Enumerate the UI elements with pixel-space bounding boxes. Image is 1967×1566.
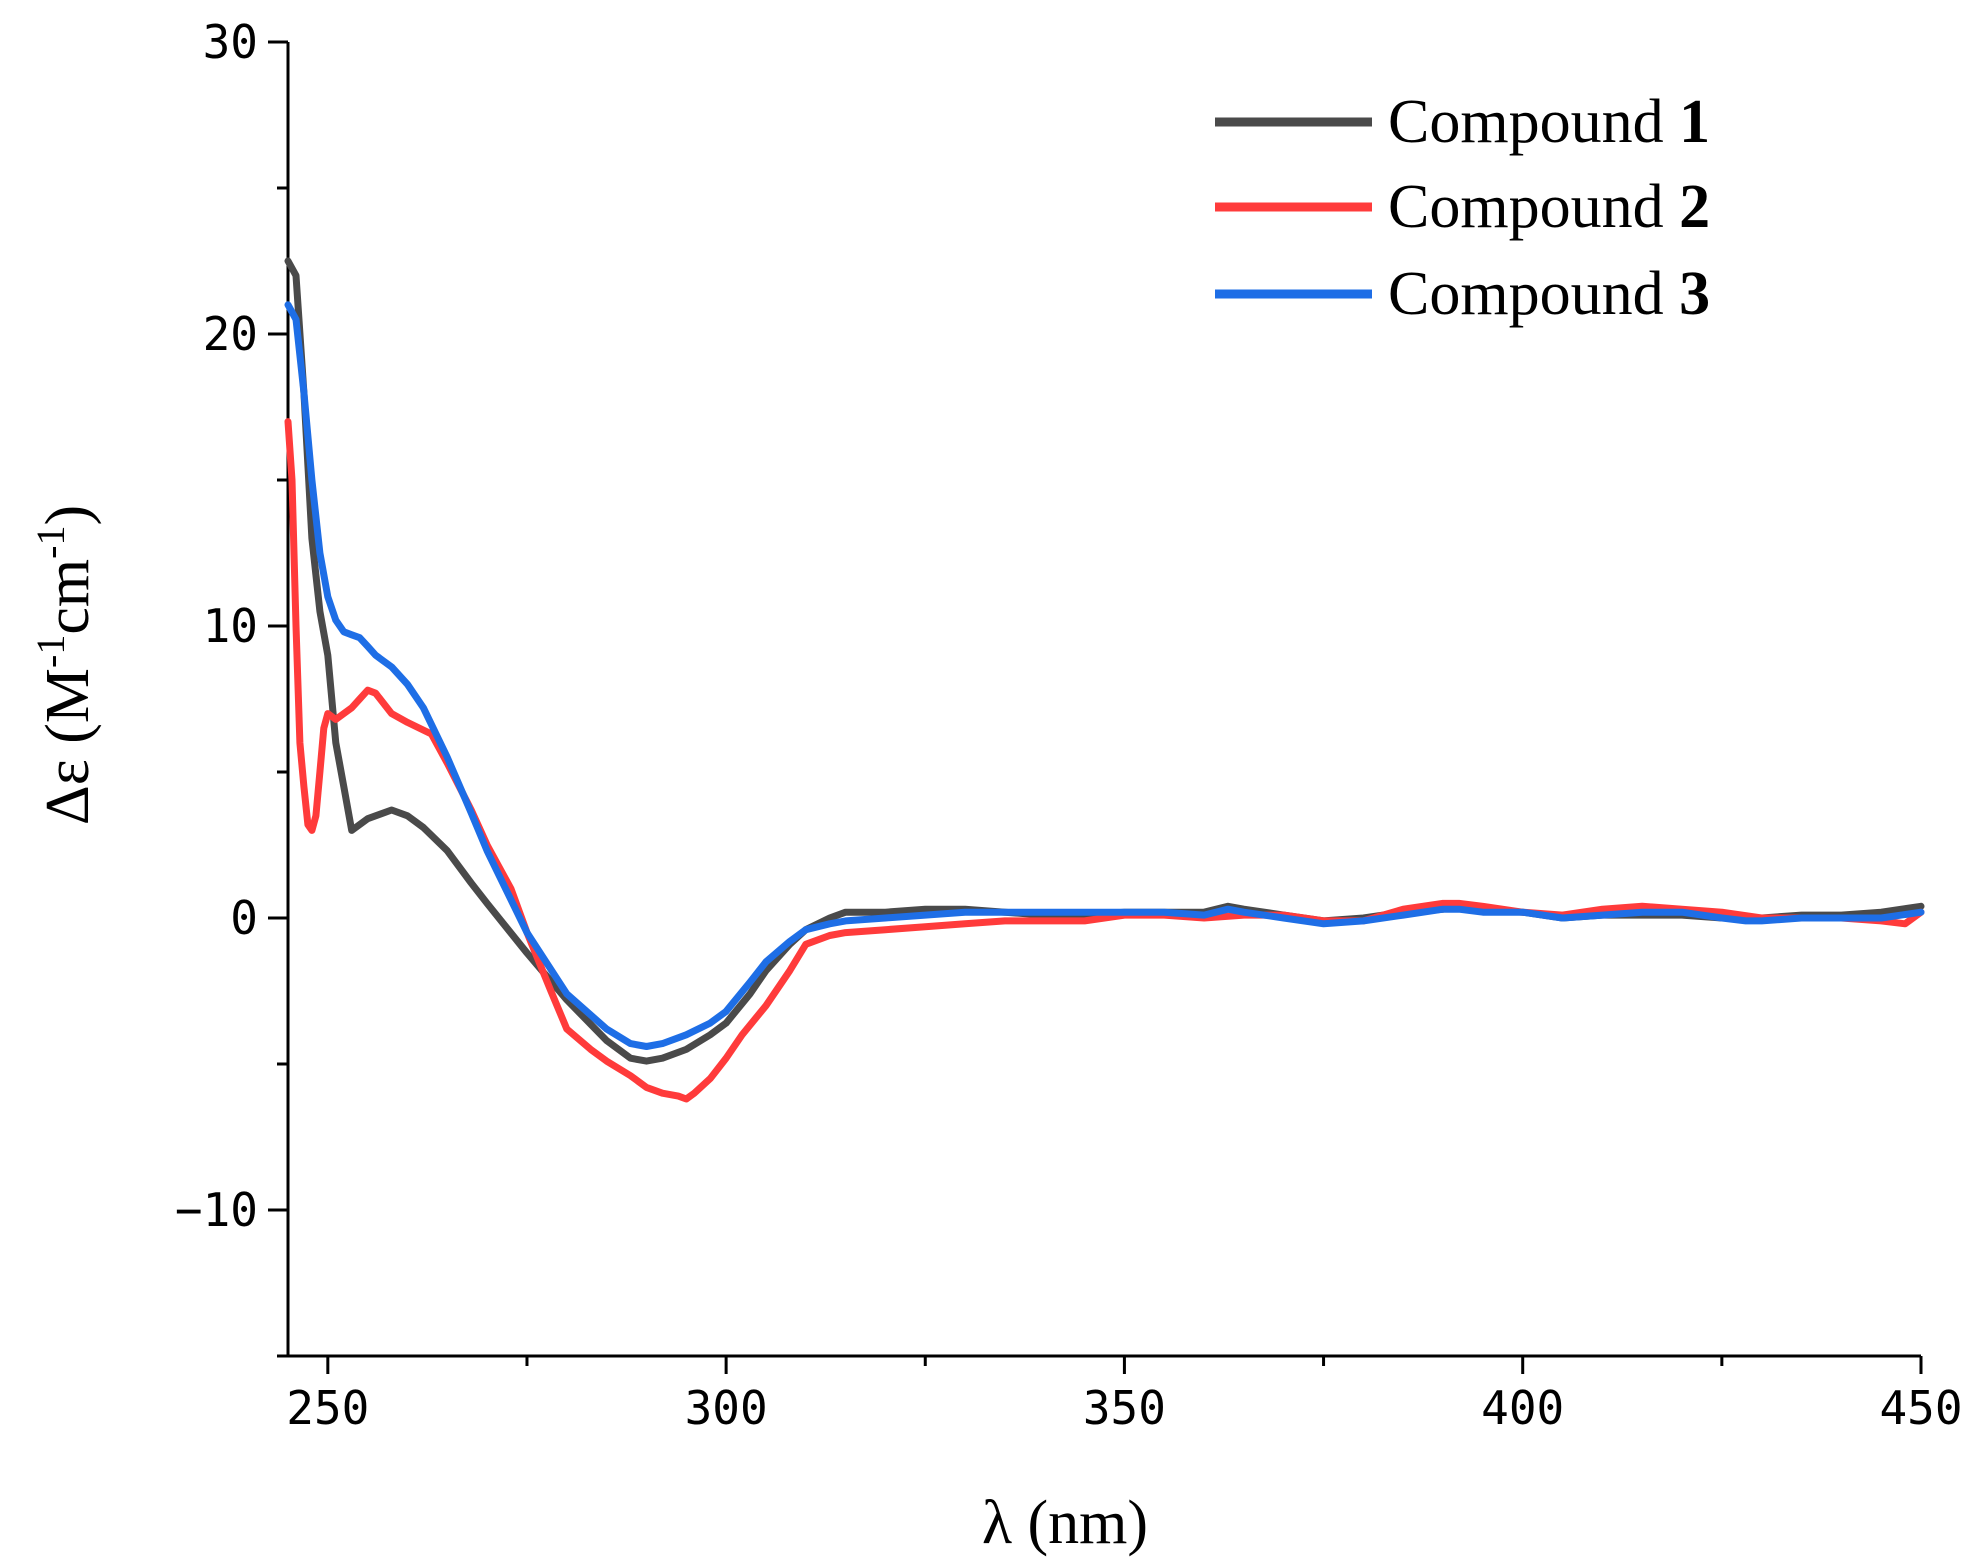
y-tick-label-30: 30 (203, 15, 258, 69)
y-axis-title-prefix: Δε (M (34, 668, 102, 825)
series-group (284, 257, 1925, 1103)
legend-label-compound-3-number: 3 (1679, 260, 1710, 328)
x-axis-ticks (326, 1356, 1923, 1374)
x-axis-tick-labels: 250 300 350 400 450 (286, 1381, 1962, 1435)
legend: Compound 1 Compound 2 Compound 3 (1215, 88, 1710, 328)
legend-label-compound-2: Compound 2 (1388, 173, 1710, 241)
x-tick-label-250: 250 (286, 1381, 369, 1435)
y-axis-title-mid: cm (34, 559, 102, 635)
x-tick-label-300: 300 (685, 1381, 768, 1435)
y-axis-title: Δε (M-1cm-1) (28, 505, 102, 825)
legend-label-compound-1-number: 1 (1679, 88, 1710, 156)
x-tick-label-450: 450 (1879, 1381, 1962, 1435)
x-tick-label-400: 400 (1481, 1381, 1564, 1435)
legend-label-compound-3: Compound 3 (1388, 260, 1710, 328)
legend-label-compound-2-number: 2 (1679, 173, 1710, 241)
y-tick-label-20: 20 (203, 307, 258, 361)
y-tick-label-0: 0 (230, 891, 258, 945)
x-axis-title: λ (nm) (982, 1489, 1148, 1557)
legend-label-compound-2-name: Compound (1388, 173, 1664, 241)
legend-label-compound-1: Compound 1 (1388, 88, 1710, 156)
series-line-compound-3 (284, 301, 1925, 1050)
y-axis-title-sup2: -1 (28, 526, 73, 559)
legend-label-compound-1-name: Compound (1388, 88, 1664, 156)
x-tick-label-350: 350 (1083, 1381, 1166, 1435)
y-tick-label--10: −10 (175, 1183, 258, 1237)
y-axis-title-sup1: -1 (28, 635, 73, 668)
series-line-compound-2 (284, 418, 1925, 1103)
y-axis-ticks (268, 40, 288, 1358)
y-axis-title-suffix: ) (34, 505, 102, 526)
legend-label-compound-3-name: Compound (1388, 260, 1664, 328)
y-tick-label-10: 10 (203, 599, 258, 653)
y-axis-tick-labels: −10 0 10 20 30 (175, 15, 258, 1237)
